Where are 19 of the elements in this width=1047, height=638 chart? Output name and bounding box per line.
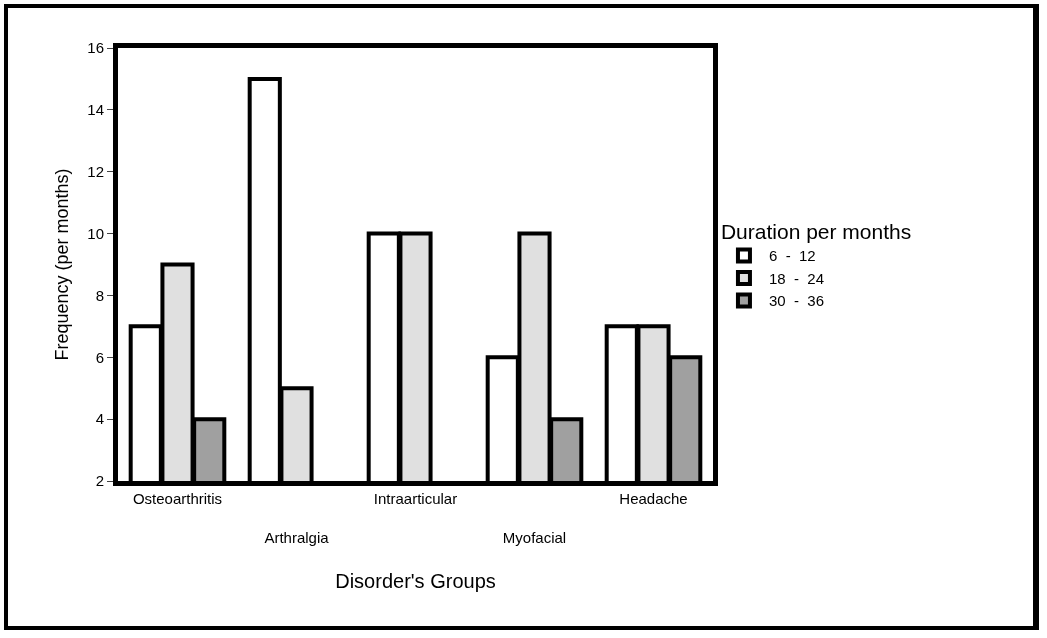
- x-tick-label: Arthralgia: [264, 529, 330, 546]
- y-tick-label: 14: [87, 101, 104, 119]
- legend-label: 18 - 24: [768, 269, 824, 287]
- legend-label: 30 - 36: [768, 292, 824, 310]
- x-tick-label: Intraarticular: [373, 490, 458, 507]
- x-axis-title: Disorder's Groups: [335, 569, 496, 592]
- y-tick-label: 16: [87, 39, 104, 57]
- y-tick-label: 6: [95, 348, 104, 366]
- y-tick-label: 2: [95, 472, 104, 490]
- x-tick-label: Headache: [619, 490, 688, 507]
- legend-label: 6 - 12: [768, 247, 816, 265]
- y-tick-label: 12: [87, 162, 104, 180]
- x-tick-label: Osteoarthritis: [132, 490, 223, 507]
- y-tick-label: 8: [95, 286, 104, 304]
- y-tick-label: 10: [87, 224, 104, 242]
- y-axis-title: Frequency (per months): [52, 168, 72, 361]
- y-tick-label: 4: [95, 410, 104, 428]
- legend-title: Duration per months: [720, 220, 912, 244]
- x-tick-label: Myofacial: [502, 529, 567, 546]
